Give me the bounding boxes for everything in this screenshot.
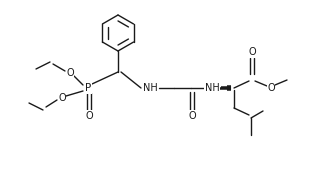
- Text: P: P: [85, 83, 91, 93]
- Text: O: O: [248, 47, 256, 57]
- Text: O: O: [58, 93, 66, 103]
- Text: NH: NH: [143, 83, 157, 93]
- Text: O: O: [66, 68, 74, 78]
- Text: O: O: [85, 111, 93, 121]
- Text: O: O: [267, 83, 275, 93]
- Text: NH: NH: [205, 83, 219, 93]
- Text: O: O: [188, 111, 196, 121]
